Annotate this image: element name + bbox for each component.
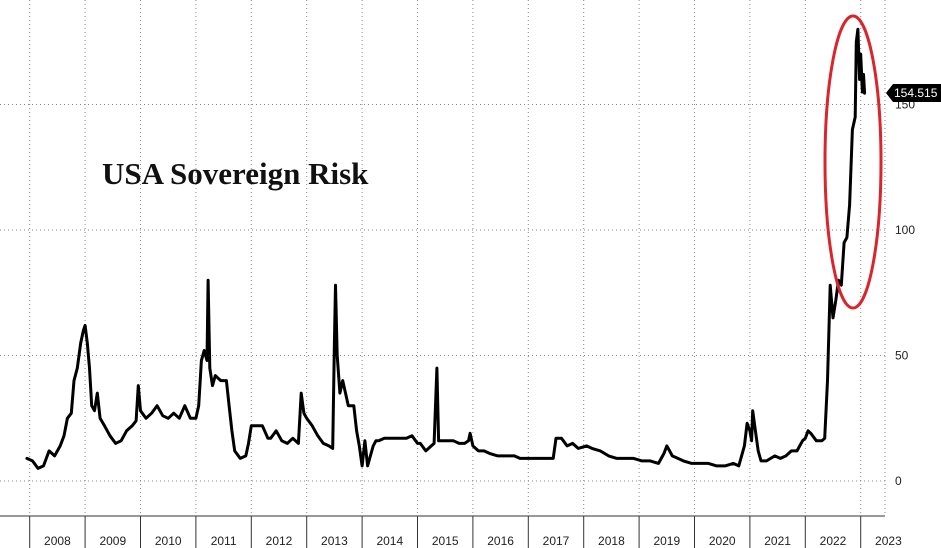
x-tick-label: 2021 (764, 534, 791, 548)
x-tick-labels: 2008 2009 2010 2011 2012 2013 2014 2015 2016 2017… (29, 516, 902, 548)
y-tick-label: 100 (895, 223, 915, 237)
x-tick-label: 2008 (44, 534, 71, 548)
highlight-ellipse (823, 14, 883, 310)
callout-pointer (886, 84, 941, 102)
last-value-callout: 154.515 (886, 84, 941, 102)
x-tick-label: 2017 (543, 534, 570, 548)
x-tick-label: 2015 (432, 534, 459, 548)
x-tick-label: 2012 (266, 534, 293, 548)
last-value-label: 154.515 (894, 86, 938, 100)
x-tick-label: 2010 (155, 534, 182, 548)
x-tick-label: 2019 (653, 534, 680, 548)
x-tick-label: 2013 (321, 534, 348, 548)
x-tick-label: 2016 (487, 534, 514, 548)
y-tick-label: 0 (895, 474, 902, 488)
x-tick-label: 2009 (99, 534, 126, 548)
chart-title: USA Sovereign Risk (102, 156, 369, 191)
series-line (25, 27, 867, 470)
series-layer (25, 27, 867, 470)
x-tick-label: 2020 (709, 534, 736, 548)
x-tick-label: 2011 (211, 534, 237, 548)
x-tick-label: 2022 (820, 534, 847, 548)
x-tick-label: 2023 (875, 534, 902, 548)
x-tick-label: 2018 (598, 534, 625, 548)
x-tick-label: 2014 (376, 534, 403, 548)
y-tick-label: 50 (895, 349, 909, 363)
